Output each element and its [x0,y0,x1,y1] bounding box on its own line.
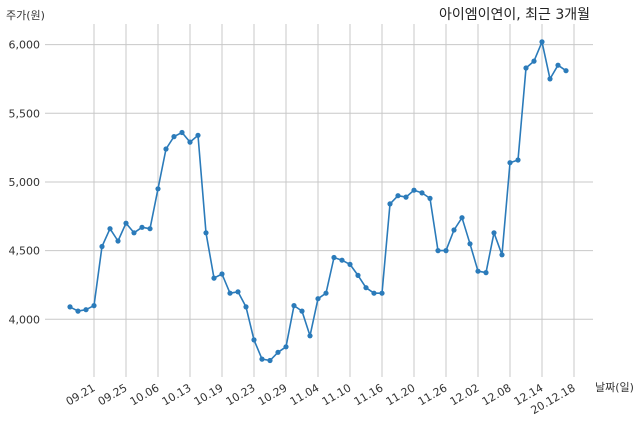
data-point [563,68,569,74]
data-point [131,230,137,236]
data-point [387,201,393,207]
data-point [459,215,465,221]
data-point [523,65,529,71]
data-point [331,254,337,261]
data-point [171,134,177,140]
data-point [243,304,249,310]
x-tick-label: 10.13 [160,381,194,408]
data-point [379,290,385,296]
grid-layer [45,24,593,377]
data-point [163,146,169,152]
data-point [499,252,505,258]
data-point [507,160,513,166]
x-tick-label: 11.04 [288,381,322,408]
data-point [219,271,225,277]
x-tick-label: 09.21 [64,381,98,408]
data-point [155,186,161,192]
x-tick-label: 11.10 [320,381,354,408]
data-point [555,62,561,68]
data-point [451,227,457,233]
data-point [83,307,89,313]
data-point [139,224,145,230]
data-point [355,272,361,278]
data-point [411,187,417,193]
x-tick-label: 10.29 [256,381,290,408]
data-point [283,344,289,350]
data-point [187,139,193,145]
data-point [275,349,281,355]
data-point [323,290,329,296]
y-axis-label: 주가(원) [6,9,45,22]
data-point [251,337,257,343]
data-point [235,289,241,295]
y-tick-label: 5,500 [9,107,41,120]
data-point [515,157,521,163]
data-point [371,290,377,296]
x-tick-label: 10.23 [224,381,258,408]
data-point [347,261,353,267]
data-point [307,333,313,339]
x-axis-label: 날짜(일) [595,380,634,394]
data-point [419,190,425,196]
data-point [315,296,321,302]
x-tick-label: 09.25 [96,381,130,408]
data-point [363,285,369,291]
data-point [91,303,97,309]
data-point [259,356,265,362]
data-point [179,129,185,136]
y-tick-label: 6,000 [9,39,41,52]
data-point [467,241,473,247]
x-tick-label: 10.06 [128,381,162,408]
y-tick-label: 4,500 [9,245,41,258]
data-point [107,226,113,232]
x-tick-label: 11.20 [384,381,418,408]
data-point [443,248,449,254]
data-point [531,58,537,64]
data-point [435,248,441,254]
data-point [539,39,545,45]
data-point [291,303,297,309]
data-point [395,193,401,199]
data-point [115,238,121,244]
data-point [123,220,129,226]
data-point [483,270,489,276]
chart-title: 아이엠이연이, 최근 3개월 [439,7,590,23]
x-tick-label: 11.26 [416,381,450,408]
data-point [547,76,553,82]
data-point [75,308,81,314]
data-point [427,195,433,201]
series-layer [67,39,569,364]
x-tick-label: 11.16 [352,381,386,408]
x-tick-label: 12.02 [448,381,482,408]
data-point [491,230,497,236]
data-point [339,257,345,263]
y-tick-label: 5,000 [9,176,41,189]
x-tick-label: 10.19 [192,381,226,408]
data-point [475,268,481,274]
data-point [147,226,153,232]
data-point [203,230,209,236]
data-point [299,308,305,314]
data-point [267,357,273,364]
data-point [195,132,201,138]
data-point [227,290,233,296]
y-tick-label: 4,000 [9,313,41,326]
data-point [67,304,73,310]
data-point [211,275,217,281]
data-point [99,243,105,250]
x-tick-label: 12.08 [480,381,514,408]
data-point [403,194,409,200]
